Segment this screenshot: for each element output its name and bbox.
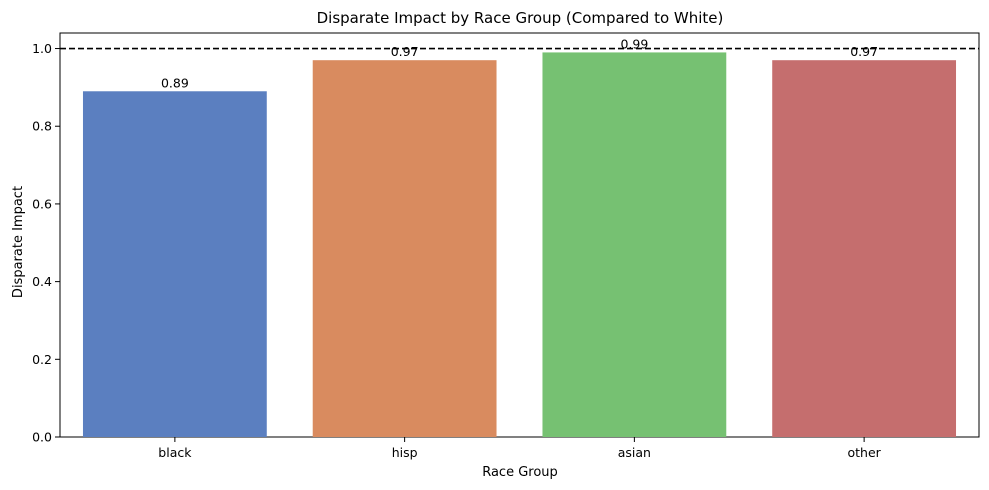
- bar-value-label: 0.99: [620, 36, 648, 51]
- bar-hisp: [312, 60, 497, 437]
- x-axis-label: Race Group: [482, 465, 558, 480]
- bar-asian: [542, 52, 727, 438]
- bar-value-label: 0.97: [850, 44, 878, 59]
- y-tick-label: 0.2: [32, 352, 52, 367]
- y-tick-label: 0.6: [32, 196, 52, 211]
- x-tick-label: asian: [618, 445, 651, 460]
- bar-value-label: 0.89: [161, 75, 189, 90]
- bar-black: [82, 91, 267, 438]
- labels-layer: 0.0 0.2 0.4 0.6 0.8 1.0 black 0.89 hisp 0.97 asian…: [32, 36, 882, 460]
- chart-title: Disparate Impact by Race Group (Compared…: [317, 9, 724, 27]
- y-tick-label: 0.0: [32, 430, 52, 445]
- bar-other: [772, 60, 957, 437]
- y-tick-label: 0.8: [32, 119, 52, 134]
- y-tick-label: 0.4: [32, 274, 52, 289]
- y-tick-label: 1.0: [32, 41, 52, 56]
- x-tick-label: hisp: [392, 445, 418, 460]
- bar-value-label: 0.97: [391, 44, 419, 59]
- x-tick-label: black: [158, 445, 192, 460]
- x-tick-label: other: [847, 445, 881, 460]
- y-axis-label: Disparate Impact: [11, 186, 26, 298]
- bars-layer: [82, 52, 957, 438]
